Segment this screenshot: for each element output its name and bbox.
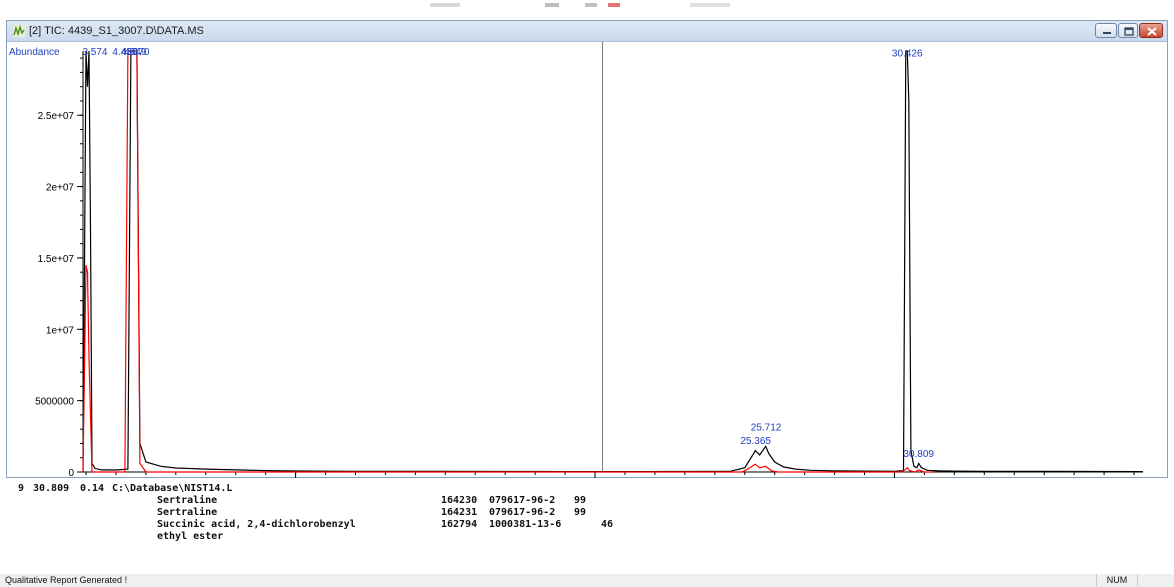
chromatogram-app-icon: [13, 25, 25, 37]
peak-label: 3.574: [82, 47, 107, 58]
status-bar: Qualitative Report Generated ! NUM: [0, 574, 1174, 587]
peak-label: 30.426: [892, 49, 923, 60]
close-button[interactable]: [1139, 23, 1163, 38]
minimize-icon: [1103, 32, 1111, 34]
minimize-button[interactable]: [1095, 23, 1117, 38]
y-tick-label: 2e+07: [46, 183, 75, 194]
y-tick-label: 1e+07: [46, 325, 75, 336]
hit-name: Sertraline: [157, 507, 218, 518]
chromatogram-window: [2] TIC: 4439_S1_3007.D\DATA.MS 0 5000000…: [6, 20, 1168, 478]
hit-ref: 164231: [441, 507, 478, 518]
background-mark: [430, 3, 460, 7]
hit-name: Succinic acid, 2,4-dichlorobenzyl: [157, 519, 356, 530]
background-mark: [608, 3, 620, 7]
report-retention-time: 30.809: [33, 483, 70, 494]
chromatogram-plot[interactable]: 050000001e+071.5e+072e+072.5e+0710.0020.…: [7, 42, 1167, 478]
hit-name-continuation: ethyl ester: [157, 531, 224, 542]
hit-ref: 164230: [441, 495, 478, 506]
peak-label: 4.549: [121, 47, 146, 58]
y-tick-label: 2.5e+07: [38, 111, 75, 122]
peak-label: 30.809: [903, 449, 934, 460]
y-axis-label: Abundance: [9, 47, 60, 58]
num-lock-indicator: NUM: [1096, 574, 1138, 586]
peak-label: 4.430: [112, 47, 137, 58]
library-search-report: 9 30.809 0.14 C:\Database\NIST14.L Sertr…: [0, 480, 1174, 574]
maximize-button[interactable]: [1118, 23, 1138, 38]
maximize-icon: [1124, 27, 1134, 36]
top-strip: [0, 0, 1174, 12]
hit-quality: 46: [601, 519, 614, 530]
report-library-path: C:\Database\NIST14.L: [112, 483, 233, 494]
close-icon: [1147, 27, 1157, 36]
y-tick-label: 1.5e+07: [38, 254, 75, 265]
background-mark: [545, 3, 559, 7]
y-tick-label: 0: [68, 468, 74, 478]
hit-ref: 162794: [441, 519, 478, 530]
y-tick-label: 5000000: [35, 397, 74, 408]
hit-cas: 1000381-13-6: [489, 519, 562, 530]
hit-name: Sertraline: [157, 495, 218, 506]
background-mark: [690, 3, 730, 7]
peak-label: 25.365: [740, 436, 771, 447]
tic-trace: [82, 50, 1144, 473]
report-hit-number: 9: [18, 483, 25, 494]
report-area-percent: 0.14: [80, 483, 105, 494]
hit-cas: 079617-96-2: [489, 507, 556, 518]
peak-label: 4.670: [124, 47, 149, 58]
integration-trace: [82, 50, 934, 473]
window-title: [2] TIC: 4439_S1_3007.D\DATA.MS: [29, 25, 204, 37]
hit-cas: 079617-96-2: [489, 495, 556, 506]
chromatogram-chart: 050000001e+071.5e+072e+072.5e+0710.0020.…: [9, 42, 1144, 478]
peak-label: 25.712: [751, 422, 782, 433]
background-mark: [585, 3, 597, 7]
window-titlebar[interactable]: [2] TIC: 4439_S1_3007.D\DATA.MS: [7, 21, 1167, 42]
status-message: Qualitative Report Generated !: [5, 575, 128, 585]
hit-quality: 99: [574, 495, 587, 506]
hit-quality: 99: [574, 507, 587, 518]
